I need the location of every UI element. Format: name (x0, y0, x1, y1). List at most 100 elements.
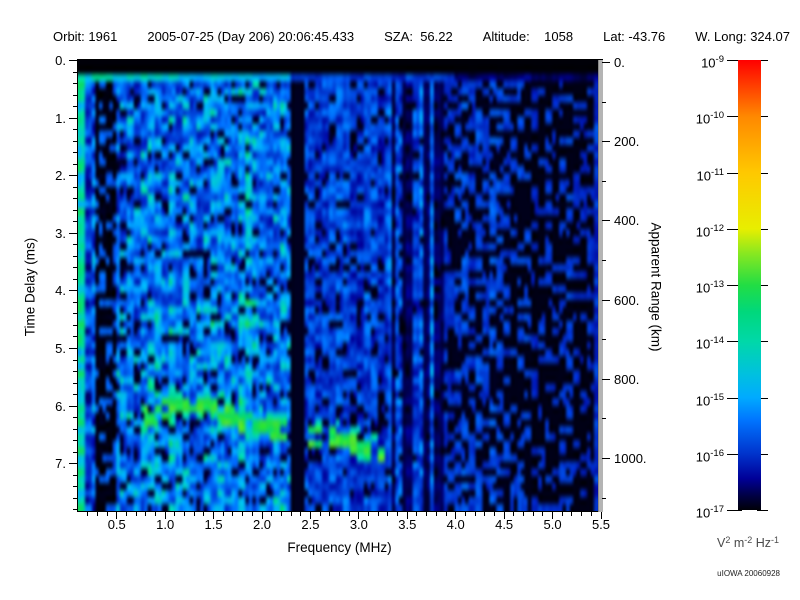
y-left-minor-tick (73, 221, 77, 223)
x-minor-tick (87, 512, 89, 516)
y-left-minor-tick (73, 509, 77, 511)
y-left-tick-label: 5. (55, 340, 66, 356)
y-left-minor-tick (73, 382, 77, 384)
y-right-minor-tick (602, 180, 606, 182)
colorbar-major-tick-right (757, 172, 768, 174)
x-axis-title: Frequency (MHz) (287, 540, 392, 555)
y-left-minor-tick (73, 209, 77, 211)
colorbar-tick-label: 10-12 (695, 222, 724, 240)
x-minor-tick (368, 512, 370, 516)
x-tick-label: 5.0 (543, 517, 562, 532)
x-minor-tick (348, 512, 350, 516)
y-left-minor-tick (73, 474, 77, 476)
x-minor-tick (339, 512, 340, 516)
y-right-minor-tick (602, 339, 606, 341)
y-left-tick-label: 1. (55, 110, 66, 126)
colorbar-major-tick-right (757, 341, 768, 343)
x-minor-tick (242, 512, 244, 516)
y-left-minor-tick (73, 497, 77, 499)
y-right-minor-tick (602, 418, 606, 420)
x-minor-tick (203, 512, 205, 516)
credit-text: uIOWA 20060928 (717, 569, 780, 578)
x-minor-tick (513, 512, 515, 516)
y-left-tick-label: 2. (55, 168, 66, 184)
y-left-minor-tick (73, 313, 77, 315)
y-left-minor-tick (73, 428, 77, 430)
y-right-major-tick (602, 378, 610, 380)
x-major-tick (213, 512, 215, 519)
y-right-tick-label: 200. (614, 134, 640, 150)
y-left-tick-label: 0. (55, 53, 66, 68)
header-datetime: 2005-07-25 (Day 206) 20:06:45.433 (147, 29, 355, 44)
colorbar-major-tick-right (757, 397, 768, 399)
x-minor-tick (387, 512, 389, 516)
y-right-major-tick (602, 458, 610, 459)
colorbar-tick-label: 10-9 (701, 54, 724, 71)
x-major-tick (600, 512, 602, 519)
y-left-tick-label: 7. (55, 456, 66, 472)
y-left-major-tick (69, 175, 77, 177)
y-left-major-tick (69, 232, 77, 234)
x-minor-tick (232, 512, 234, 516)
y-left-minor-tick (73, 324, 77, 326)
y-left-major-tick (69, 463, 77, 465)
x-minor-tick (329, 512, 331, 516)
x-major-tick (164, 512, 166, 519)
colorbar-major-tick-right (757, 285, 768, 286)
y-left-minor-tick (73, 451, 77, 453)
header-latitude: Lat: -43.76 (603, 29, 666, 44)
x-major-tick (261, 512, 263, 519)
colorbar-major-tick-right (757, 116, 768, 118)
x-minor-tick (377, 512, 379, 516)
header-orbit: Orbit: 1961 (53, 29, 118, 44)
colorbar-major-tick-right (757, 228, 768, 230)
colorbar-major-tick-right (757, 453, 768, 455)
y-left-major-tick (69, 347, 77, 349)
x-tick-label: 1.5 (204, 517, 223, 532)
colorbar-major-tick-left (727, 172, 742, 174)
y-left-minor-tick (73, 359, 77, 361)
colorbar-tick-label: 10-15 (695, 391, 724, 408)
y-right-axis-title: Apparent Range (km) (648, 222, 664, 352)
x-tick-label: 4.0 (446, 517, 465, 532)
y-left-minor-tick (73, 301, 77, 303)
y-right-minor-tick (602, 497, 606, 499)
y-left-minor-tick (73, 244, 77, 246)
x-major-tick (503, 512, 505, 519)
x-minor-tick (464, 512, 466, 516)
colorbar-major-tick-left (727, 510, 742, 511)
y-right-tick-label: 400. (614, 213, 640, 229)
x-minor-tick (484, 512, 486, 516)
colorbar-major-tick-left (727, 228, 742, 230)
y-right-major-tick (602, 220, 610, 222)
y-left-minor-tick (73, 267, 77, 269)
y-left-minor-tick (73, 255, 77, 257)
x-minor-tick (145, 512, 147, 516)
header-sza: SZA: 56.22 (384, 29, 453, 44)
y-left-minor-tick (73, 83, 77, 85)
y-left-minor-tick (73, 371, 77, 373)
y-left-minor-tick (73, 417, 77, 419)
y-left-minor-tick (73, 440, 77, 442)
colorbar-major-tick-left (727, 285, 742, 286)
plot-right-edge-bar (598, 60, 603, 512)
x-tick-label: 0.5 (107, 517, 126, 532)
x-minor-tick (154, 512, 156, 516)
y-left-major-tick (69, 405, 77, 407)
y-right-tick-label: 600. (614, 292, 640, 308)
header: Orbit: 1961 2005-07-25 (Day 206) 20:06:4… (53, 29, 790, 44)
y-left-minor-tick (73, 163, 77, 165)
y-right-minor-tick (602, 101, 606, 103)
y-left-minor-tick (73, 94, 77, 96)
colorbar-major-tick-left (727, 60, 742, 61)
x-minor-tick (184, 512, 186, 516)
x-minor-tick (96, 512, 98, 516)
colorbar-tick-label: 10-13 (695, 279, 724, 296)
x-minor-tick (581, 512, 583, 516)
y-left-minor-tick (73, 129, 77, 131)
colorbar-tick-label: 10-10 (695, 110, 724, 127)
x-minor-tick (571, 512, 573, 516)
x-minor-tick (280, 512, 282, 516)
header-altitude: Altitude: 1058 (482, 29, 574, 44)
